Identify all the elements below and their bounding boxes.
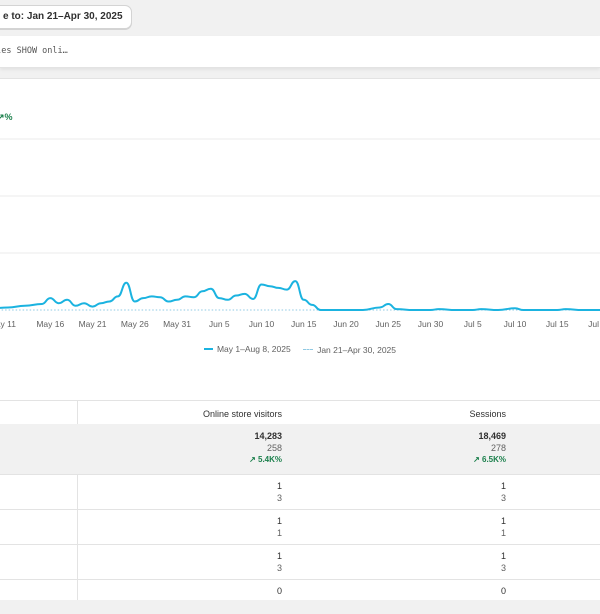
- metric-change-badge: ↗%: [0, 112, 13, 122]
- visitors-cell: 1 3: [277, 550, 282, 574]
- query-editor[interactable]: ales SHOW onli…: [0, 36, 600, 68]
- query-text: ales SHOW onli…: [0, 46, 68, 56]
- legend-item-current[interactable]: May 1–Aug 8, 2025: [203, 344, 291, 354]
- visitors-cell: 0: [277, 585, 282, 597]
- chart-grid: [0, 138, 600, 254]
- table-row[interactable]: 1 3 1 3: [0, 545, 600, 580]
- sessions-cell: 1 3: [501, 550, 506, 574]
- table-header-row: Online store visitors Sessions: [0, 400, 600, 425]
- chart-legend: May 1–Aug 8, 2025 Jan 21–Apr 30, 2025: [0, 342, 600, 355]
- visitors-value: 1: [276, 481, 282, 491]
- legend-dash-icon: [303, 349, 314, 350]
- compare-date-button[interactable]: e to: Jan 21–Apr 30, 2025: [0, 5, 132, 29]
- series-line-current: [0, 280, 600, 311]
- chart-series: [0, 280, 600, 311]
- table-row[interactable]: 1 3 1 3: [0, 475, 600, 510]
- sessions-cell: 0: [501, 585, 506, 597]
- table-total-row: 14,283 258 ↗ 5.4K% 18,469 278 ↗ 6.5K%: [0, 424, 600, 475]
- total-sessions-prev: 278: [490, 443, 506, 453]
- total-sessions-cell: 18,469 278 ↗ 6.5K%: [473, 430, 506, 466]
- column-divider: [77, 400, 78, 600]
- sessions-prev: 3: [500, 563, 506, 573]
- header-sessions[interactable]: Sessions: [469, 409, 506, 419]
- sessions-cell: 1 1: [501, 515, 506, 539]
- sessions-value: 1: [500, 481, 506, 491]
- legend-item-previous[interactable]: Jan 21–Apr 30, 2025: [303, 345, 396, 355]
- visitors-prev: 3: [276, 493, 282, 503]
- sessions-value: 1: [500, 516, 506, 526]
- legend-line-icon: [203, 348, 213, 350]
- sessions-prev: 1: [500, 528, 506, 538]
- x-tick-label: May 21: [79, 319, 107, 329]
- total-visitors: 14,283: [254, 431, 282, 441]
- visitors-value: 1: [276, 551, 282, 561]
- line-chart: ay 11 May 16 May 21 May 26 May 31 Jun 5 Jun 10…: [0, 138, 600, 329]
- visitors-cell: 1 3: [277, 480, 282, 504]
- sessions-prev: 3: [500, 493, 506, 503]
- x-tick-label: Jun 20: [333, 319, 359, 329]
- x-tick-label: Jul 15: [546, 319, 569, 329]
- x-tick-label: ay 11: [0, 319, 16, 329]
- visitors-value: 0: [276, 586, 282, 596]
- x-tick-label: Jun 5: [209, 319, 230, 329]
- x-tick-label: Jul 20: [588, 319, 600, 329]
- chart-card: ↗% ay 11 May 16 May 21 May 26 May 31 Jun 5 Jun…: [0, 78, 600, 370]
- x-tick-label: May 16: [36, 319, 64, 329]
- legend-label-previous: Jan 21–Apr 30, 2025: [317, 344, 397, 355]
- x-tick-label: May 26: [121, 319, 149, 329]
- visitors-prev: 3: [276, 563, 282, 573]
- x-tick-label: Jun 10: [249, 319, 275, 329]
- header-visitors[interactable]: Online store visitors: [202, 409, 282, 419]
- x-tick-label: Jun 15: [291, 319, 317, 329]
- legend-label-current: May 1–Aug 8, 2025: [216, 344, 291, 354]
- x-tick-label: Jul 5: [464, 319, 482, 329]
- visitors-prev: 1: [276, 528, 282, 538]
- visitors-value: 1: [276, 516, 282, 526]
- sessions-cell: 1 3: [501, 480, 506, 504]
- sessions-value: 1: [500, 551, 506, 561]
- x-tick-label: Jul 10: [504, 319, 527, 329]
- total-visitors-cell: 14,283 258 ↗ 5.4K%: [249, 430, 282, 466]
- table-row[interactable]: 1 1 1 1: [0, 510, 600, 545]
- x-tick-label: Jun 30: [418, 319, 444, 329]
- total-visitors-prev: 258: [266, 443, 282, 453]
- visitors-cell: 1 1: [277, 515, 282, 539]
- x-tick-label: May 31: [163, 319, 191, 329]
- table-row[interactable]: 0 0: [0, 580, 600, 614]
- x-tick-label: Jun 25: [375, 319, 401, 329]
- total-visitors-change: ↗ 5.4K%: [249, 455, 282, 464]
- metrics-table: Online store visitors Sessions 14,283 25…: [0, 368, 600, 600]
- total-sessions-change: ↗ 6.5K%: [473, 455, 506, 464]
- sessions-value: 0: [500, 586, 506, 596]
- top-bar: e to: Jan 21–Apr 30, 2025: [0, 0, 600, 36]
- x-axis-ticks: ay 11 May 16 May 21 May 26 May 31 Jun 5 Jun 10…: [0, 319, 600, 329]
- total-sessions: 18,469: [478, 431, 506, 441]
